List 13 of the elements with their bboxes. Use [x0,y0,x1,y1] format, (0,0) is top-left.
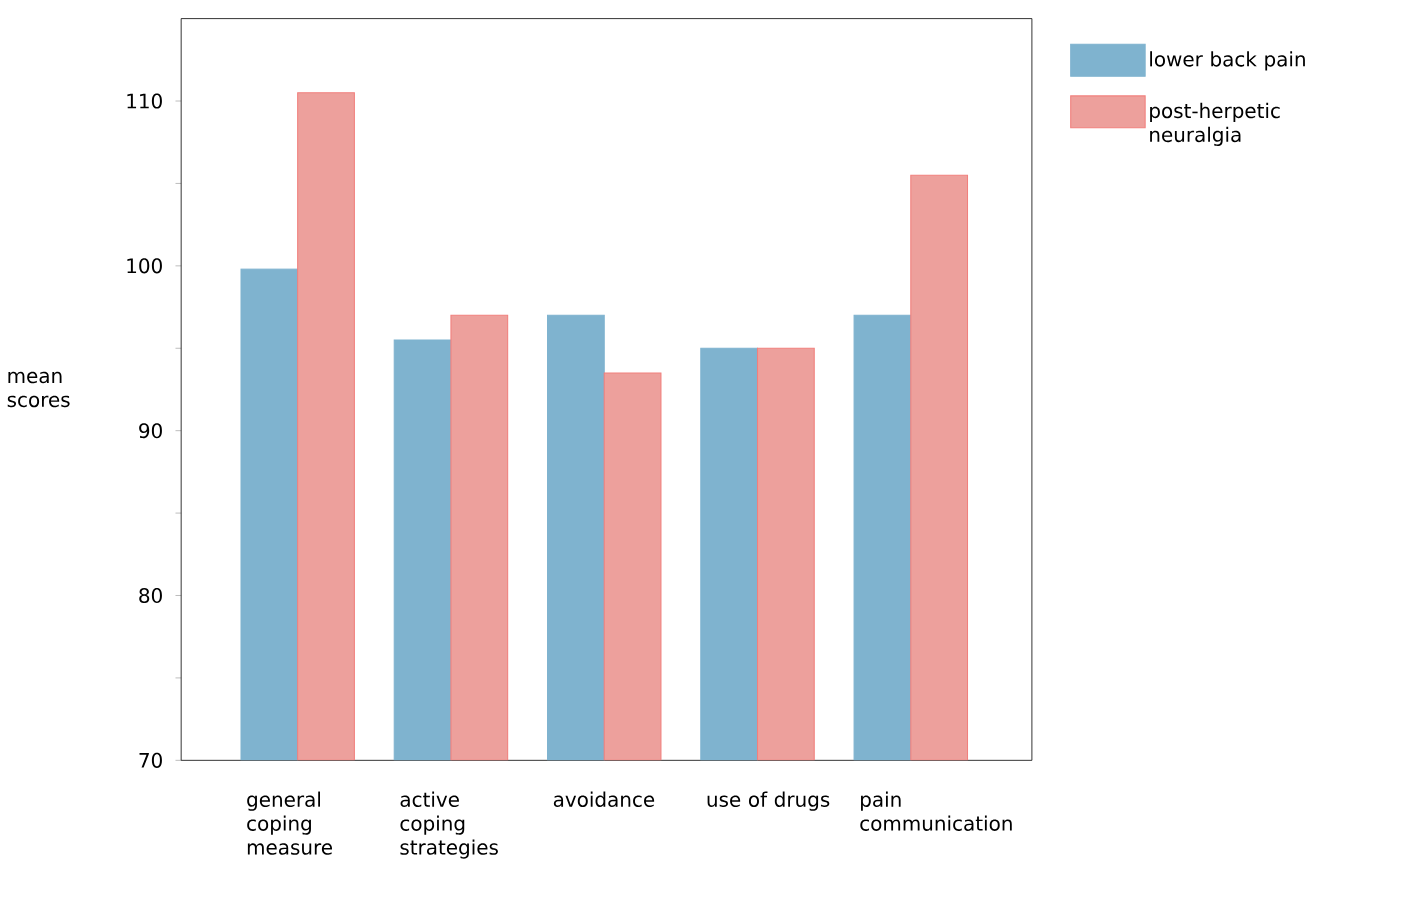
y-axis-title: mean scores [7,372,70,408]
x-tick-label: avoidance [553,791,655,808]
x-tick-label: general coping measure [247,791,332,856]
x-tick-label: active coping strategies [400,791,498,859]
x-tick-label: use of drugs [707,791,830,812]
legend-label: lower back pain [1150,51,1305,71]
y-tick-label: 90 [139,423,162,439]
y-tick-label: 80 [139,588,162,604]
y-tick-label: 100 [127,258,162,274]
x-tick-label: pain communication [860,791,1012,832]
y-tick-label: 110 [127,93,162,109]
y-tick-label: 70 [139,753,162,769]
legend-label: post-herpetic neuralgia [1150,103,1280,147]
